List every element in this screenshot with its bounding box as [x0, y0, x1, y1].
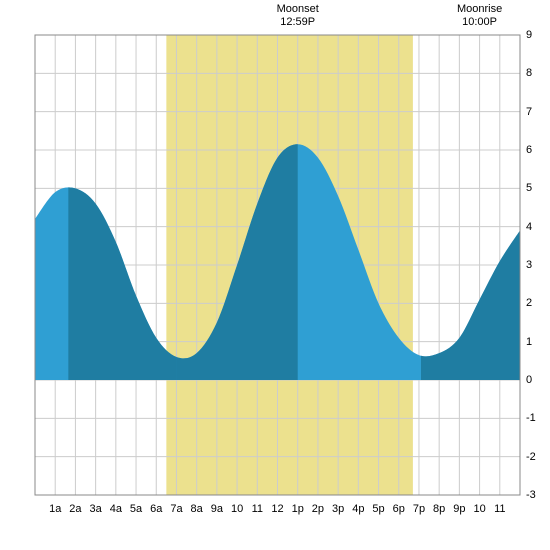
x-tick-label: 6p [393, 503, 405, 515]
x-tick-label: 10 [231, 503, 243, 515]
y-tick-label: -1 [526, 412, 536, 424]
moonset-title: Moonset [277, 3, 319, 15]
moonrise-title: Moonrise [457, 3, 502, 15]
y-tick-label: 0 [526, 374, 532, 386]
x-tick-label: 9p [453, 503, 465, 515]
x-tick-label: 3p [332, 503, 344, 515]
x-tick-label: 12 [271, 503, 283, 515]
x-tick-label: 5p [372, 503, 384, 515]
x-tick-label: 11 [252, 503, 263, 515]
y-tick-label: 3 [526, 259, 532, 271]
y-tick-label: 9 [526, 29, 532, 41]
x-tick-label: 8a [191, 503, 203, 515]
moonset-header: Moonset 12:59P [268, 3, 328, 29]
x-tick-label: 5a [130, 503, 142, 515]
y-tick-label: -3 [526, 489, 536, 501]
y-tick-label: 5 [526, 182, 532, 194]
x-tick-label: 6a [150, 503, 162, 515]
y-tick-label: 4 [526, 221, 532, 233]
x-tick-label: 7a [170, 503, 182, 515]
x-tick-label: 10 [473, 503, 485, 515]
x-tick-label: 3a [90, 503, 102, 515]
y-tick-label: -2 [526, 451, 536, 463]
x-tick-label: 2a [69, 503, 81, 515]
moonrise-header: Moonrise 10:00P [450, 3, 510, 29]
x-tick-label: 9a [211, 503, 223, 515]
x-tick-label: 1a [49, 503, 61, 515]
x-tick-label: 8p [433, 503, 445, 515]
x-tick-label: 4p [352, 503, 364, 515]
y-tick-label: 2 [526, 297, 532, 309]
chart-svg [0, 0, 550, 550]
x-tick-label: 1p [292, 503, 304, 515]
x-tick-label: 11 [494, 503, 505, 515]
x-tick-label: 7p [413, 503, 425, 515]
y-tick-label: 8 [526, 67, 532, 79]
y-tick-label: 1 [526, 336, 532, 348]
x-tick-label: 2p [312, 503, 324, 515]
moonrise-time: 10:00P [462, 16, 497, 28]
moonset-time: 12:59P [280, 16, 315, 28]
x-tick-label: 4a [110, 503, 122, 515]
y-tick-label: 7 [526, 106, 532, 118]
tide-chart: Moonset 12:59P Moonrise 10:00P 1a 2a 3a 4a 5… [0, 0, 550, 550]
y-tick-label: 6 [526, 144, 532, 156]
